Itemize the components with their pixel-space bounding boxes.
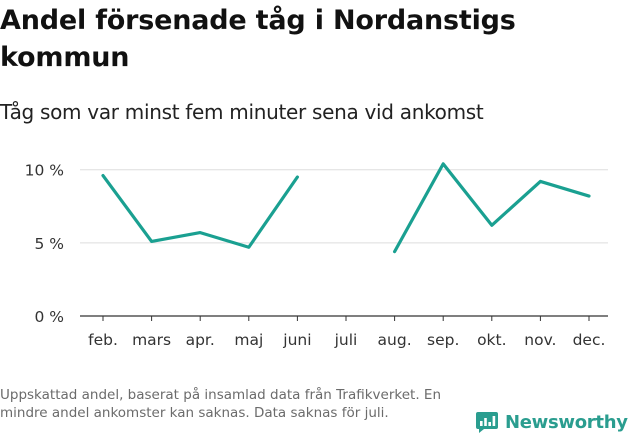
- x-tick-label: mars: [132, 331, 171, 349]
- x-tick-label: aug.: [378, 331, 412, 349]
- y-tick-label: 0 %: [34, 308, 64, 326]
- y-tick-label: 10 %: [25, 162, 64, 180]
- line-chart: 0 % 5 % 10 % feb. mars apr. maj juni juli aug. sep…: [25, 162, 608, 349]
- newsworthy-logo-icon: [476, 412, 498, 433]
- x-tick-label: dec.: [573, 331, 606, 349]
- y-tick-label: 5 %: [34, 235, 64, 253]
- x-tick-label: juni: [282, 331, 311, 349]
- chart-subtitle: Tåg som var minst fem minuter sena vid a…: [0, 100, 484, 124]
- brand-logo: Newsworthy: [475, 408, 628, 436]
- series-line: [101, 173, 299, 249]
- x-tick-label: feb.: [88, 331, 118, 349]
- chart-title: Andel försenade tåg i Nordanstigs kommun: [0, 5, 516, 73]
- x-tick-label: nov.: [524, 331, 556, 349]
- x-tick-label: maj: [234, 331, 263, 349]
- series-line: [393, 162, 591, 254]
- footnote: Uppskattad andel, baserat på insamlad da…: [0, 387, 442, 421]
- brand-name: Newsworthy: [505, 411, 628, 433]
- x-tick-label: okt.: [477, 331, 506, 349]
- x-tick-label: juli: [334, 331, 358, 349]
- x-tick-label: apr.: [186, 331, 215, 349]
- x-tick-label: sep.: [427, 331, 459, 349]
